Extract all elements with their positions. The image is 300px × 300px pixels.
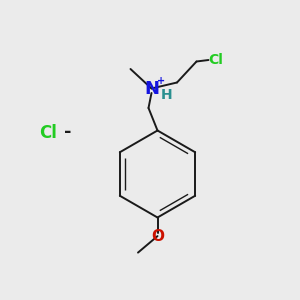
Text: +: + bbox=[157, 76, 165, 86]
Text: Cl: Cl bbox=[39, 124, 57, 142]
Text: O: O bbox=[151, 229, 164, 244]
Text: H: H bbox=[161, 88, 172, 101]
Text: N: N bbox=[144, 80, 159, 98]
Text: -: - bbox=[64, 123, 71, 141]
Text: Cl: Cl bbox=[208, 53, 224, 67]
